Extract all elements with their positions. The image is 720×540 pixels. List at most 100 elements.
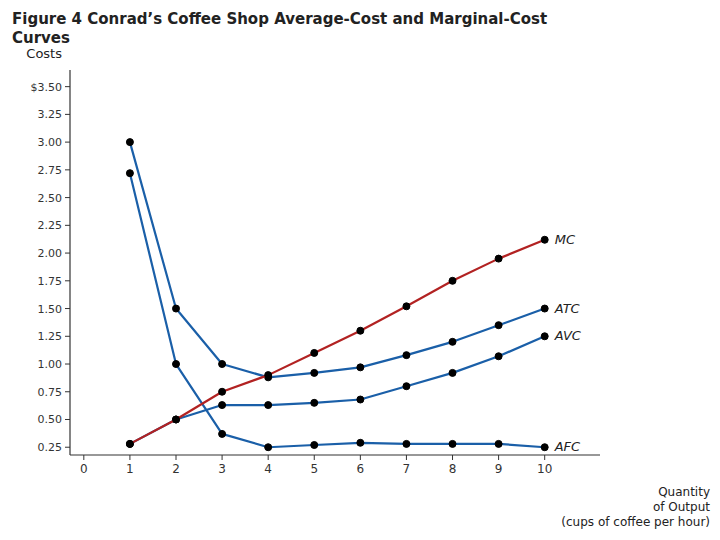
x-tick-label: 5 — [310, 462, 318, 476]
series-line — [130, 173, 545, 447]
curve-label: ATC — [554, 301, 581, 316]
point-marker — [357, 439, 364, 446]
point-marker — [495, 322, 502, 329]
y-tick — [65, 169, 70, 170]
y-tick — [65, 142, 70, 143]
title-line: Curves — [12, 29, 70, 47]
x-tick — [222, 455, 223, 460]
point-marker — [126, 440, 133, 447]
x-axis-label-line: of Output — [653, 500, 710, 514]
x-tick — [406, 455, 407, 460]
x-tick-label: 1 — [126, 462, 134, 476]
point-marker — [403, 352, 410, 359]
point-marker — [495, 440, 502, 447]
x-tick — [176, 455, 177, 460]
point-marker — [357, 327, 364, 334]
x-tick-label: 6 — [357, 462, 365, 476]
y-tick — [65, 391, 70, 392]
y-tick — [65, 336, 70, 337]
x-tick-label: 7 — [403, 462, 411, 476]
point-marker — [403, 303, 410, 310]
x-tick-label: 4 — [264, 462, 272, 476]
point-marker — [265, 402, 272, 409]
x-tick — [314, 455, 315, 460]
y-tick-label: 2.25 — [38, 219, 63, 232]
point-marker — [449, 338, 456, 345]
point-marker — [541, 444, 548, 451]
x-axis-label: Quantityof Output(cups of coffee per hou… — [561, 485, 710, 529]
point-marker — [449, 369, 456, 376]
y-tick — [65, 364, 70, 365]
x-tick-label: 0 — [80, 462, 88, 476]
point-marker — [311, 399, 318, 406]
point-marker — [173, 361, 180, 368]
y-tick — [65, 114, 70, 115]
x-tick-label: 2 — [172, 462, 180, 476]
point-marker — [495, 255, 502, 262]
y-tick — [65, 447, 70, 448]
y-axis-label: Costs — [26, 46, 62, 61]
point-marker — [541, 333, 548, 340]
y-tick-label: 1.75 — [38, 275, 63, 288]
point-marker — [311, 369, 318, 376]
point-marker — [357, 396, 364, 403]
point-marker — [219, 361, 226, 368]
y-tick — [65, 225, 70, 226]
x-axis-label-line: Quantity — [658, 485, 710, 499]
x-tick — [83, 455, 84, 460]
point-marker — [541, 305, 548, 312]
plot-area — [126, 139, 548, 451]
point-marker — [126, 170, 133, 177]
point-marker — [449, 440, 456, 447]
y-tick-label: 3.25 — [38, 108, 63, 121]
curve-label: AFC — [554, 439, 581, 454]
x-tick-label: 9 — [495, 462, 503, 476]
y-tick — [65, 419, 70, 420]
x-axis-label-line: (cups of coffee per hour) — [561, 515, 710, 529]
x-tick-label: 8 — [449, 462, 457, 476]
point-marker — [265, 372, 272, 379]
point-marker — [219, 402, 226, 409]
y-tick — [65, 308, 70, 309]
y-tick-label: 0.75 — [38, 386, 63, 399]
point-marker — [219, 388, 226, 395]
point-marker — [403, 440, 410, 447]
x-tick — [452, 455, 453, 460]
x-tick — [129, 455, 130, 460]
x-tick — [544, 455, 545, 460]
y-tick-label: 3.00 — [38, 136, 63, 149]
y-tick — [65, 280, 70, 281]
title: Figure 4 Conrad’s Coffee Shop Average-Co… — [12, 10, 547, 47]
y-tick-label: 2.50 — [38, 192, 63, 205]
point-marker — [219, 430, 226, 437]
point-marker — [126, 440, 133, 447]
point-marker — [173, 305, 180, 312]
point-marker — [311, 442, 318, 449]
y-tick — [65, 86, 70, 87]
x-tick-label: 3 — [218, 462, 226, 476]
x-tick — [498, 455, 499, 460]
y-axis — [69, 70, 70, 455]
y-tick-label: 2.00 — [38, 247, 63, 260]
chart: Figure 4 Conrad’s Coffee Shop Average-Co… — [0, 0, 720, 540]
y-tick-label: 2.75 — [38, 164, 63, 177]
x-axis — [70, 454, 600, 455]
point-marker — [449, 277, 456, 284]
y-tick-label: 1.50 — [38, 303, 63, 316]
point-marker — [126, 139, 133, 146]
point-marker — [265, 444, 272, 451]
point-marker — [403, 383, 410, 390]
curve-label: AVC — [554, 328, 582, 343]
curve-label: MC — [555, 232, 576, 247]
y-tick-label: 0.50 — [38, 413, 63, 426]
title-line: Figure 4 Conrad’s Coffee Shop Average-Co… — [12, 10, 547, 28]
y-tick — [65, 253, 70, 254]
point-marker — [173, 416, 180, 423]
point-marker — [357, 364, 364, 371]
point-marker — [495, 353, 502, 360]
y-tick-label: 0.25 — [38, 441, 63, 454]
point-marker — [173, 416, 180, 423]
y-tick — [65, 197, 70, 198]
y-tick-label: 1.00 — [38, 358, 63, 371]
y-tick-label: 1.25 — [38, 330, 63, 343]
